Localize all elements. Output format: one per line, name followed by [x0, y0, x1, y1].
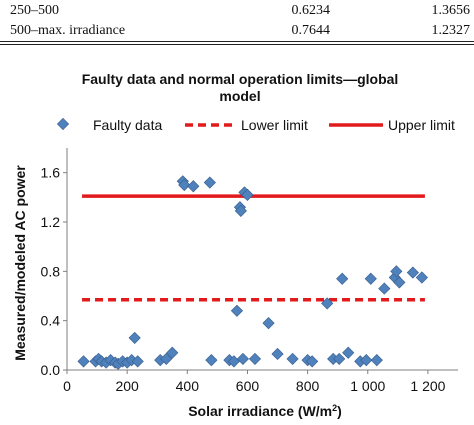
table-fragment: 250–500 0.6234 1.3656 500–max. irradianc… [0, 0, 474, 48]
plot-area: 0.0 0.4 0.8 1.2 1.6 0 200 400 600 800 1 000 1 200 [41, 148, 458, 394]
data-point [360, 354, 373, 367]
data-point [236, 352, 250, 365]
legend-label-lower: Lower limit [241, 117, 308, 133]
data-point [378, 282, 391, 295]
data-point [364, 272, 377, 285]
y-tick-label: 1.6 [41, 165, 61, 181]
legend-label-upper: Upper limit [388, 117, 455, 133]
x-axis-label: Solar irradiance (W/m2) [188, 403, 342, 419]
data-point [187, 180, 200, 193]
x-axis-label-close: ) [337, 403, 342, 419]
x-axis-label-text: Solar irradiance (W/m [188, 403, 332, 419]
data-point [342, 346, 355, 359]
data-point [336, 272, 349, 285]
data-point [241, 188, 254, 201]
legend-marker-faulty [56, 117, 70, 131]
legend: Faulty data Lower limit Upper limit [56, 117, 455, 133]
y-axis-label: Measured/modeled AC power [12, 165, 28, 361]
data-point [393, 276, 406, 289]
table-row: 250–500 0.6234 1.3656 [0, 3, 474, 23]
value-cell: 1.3656 [431, 3, 471, 18]
x-axis-label-superscript: 2 [332, 403, 337, 413]
data-point [77, 355, 90, 368]
data-point [306, 355, 319, 368]
y-tick-label: 1.2 [41, 214, 61, 230]
table-bottom-rule [0, 41, 474, 42]
y-tick-label: 0.8 [41, 263, 61, 279]
chart-title-line2: model [219, 88, 260, 104]
data-point [370, 354, 383, 367]
data-point [230, 304, 244, 317]
x-tick-label: 600 [236, 378, 260, 394]
x-tick-label: 1 200 [410, 378, 445, 394]
data-point [205, 354, 218, 367]
legend-label-faulty: Faulty data [93, 117, 162, 133]
chart-title-line1: Faulty data and normal operation limits—… [82, 71, 399, 87]
data-point [128, 331, 141, 345]
data-point [390, 265, 403, 278]
data-point [131, 355, 144, 368]
y-tick-label: 0.4 [41, 313, 61, 329]
x-tick-label: 1 000 [350, 378, 385, 394]
range-cell: 250–500 [10, 3, 59, 18]
data-point [415, 271, 428, 284]
data-point [321, 297, 334, 310]
value-cell: 1.2327 [431, 23, 471, 38]
x-tick-label: 0 [63, 378, 71, 394]
data-point [286, 352, 299, 365]
data-point [178, 178, 191, 192]
data-point [227, 355, 241, 368]
data-point [203, 176, 216, 189]
y-tick-label: 0.0 [41, 362, 61, 378]
value-cell: 0.7644 [291, 23, 331, 38]
x-tick-label: 400 [176, 378, 200, 394]
x-tick-label: 200 [115, 378, 139, 394]
data-point [166, 346, 179, 359]
data-point [234, 204, 247, 217]
data-point [160, 352, 173, 365]
data-point [271, 347, 284, 361]
data-point [333, 352, 346, 365]
table-bottom-rule-double [0, 44, 474, 45]
x-tick-label: 800 [296, 378, 320, 394]
data-point [406, 266, 419, 279]
data-point [262, 317, 275, 330]
table-row: 500–max. irradiance 0.7644 1.2327 [0, 23, 474, 43]
value-cell: 0.6234 [291, 3, 331, 18]
data-point [248, 352, 262, 365]
range-cell: 500–max. irradiance [10, 23, 126, 38]
